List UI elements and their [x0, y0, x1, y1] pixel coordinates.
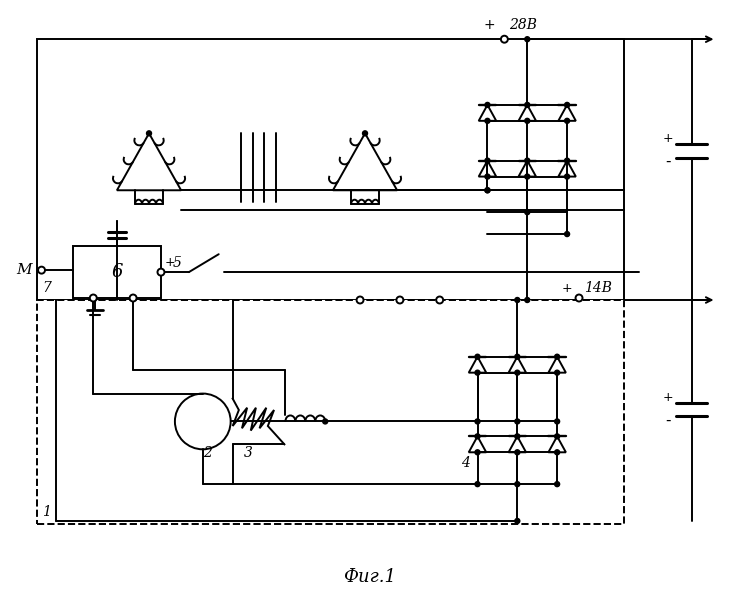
Circle shape [525, 174, 530, 179]
Circle shape [475, 354, 480, 359]
Circle shape [525, 37, 530, 42]
Circle shape [565, 118, 570, 124]
Circle shape [485, 158, 490, 163]
Circle shape [515, 298, 519, 302]
Circle shape [555, 482, 559, 487]
Circle shape [515, 450, 519, 455]
Circle shape [565, 232, 570, 236]
Circle shape [576, 295, 582, 301]
Circle shape [475, 434, 480, 439]
Circle shape [515, 482, 519, 487]
Text: 1: 1 [42, 505, 51, 519]
Text: -: - [665, 412, 670, 427]
Circle shape [525, 209, 530, 215]
Text: -: - [665, 154, 670, 169]
Circle shape [555, 450, 559, 455]
Circle shape [475, 482, 480, 487]
Circle shape [485, 188, 490, 193]
Text: Фиг.1: Фиг.1 [343, 568, 397, 586]
Circle shape [475, 370, 480, 375]
Circle shape [475, 419, 480, 424]
Circle shape [397, 296, 403, 304]
Circle shape [565, 158, 570, 163]
Circle shape [565, 174, 570, 179]
Circle shape [565, 103, 570, 107]
Circle shape [147, 131, 152, 136]
Circle shape [525, 158, 530, 163]
Circle shape [485, 118, 490, 124]
Circle shape [357, 296, 363, 304]
Circle shape [363, 131, 368, 136]
Text: +: + [562, 282, 573, 295]
Circle shape [515, 518, 519, 523]
Text: +: + [484, 18, 495, 32]
Text: +: + [165, 256, 175, 269]
Circle shape [555, 419, 559, 424]
Circle shape [38, 266, 45, 274]
Circle shape [515, 354, 519, 359]
Text: +: + [662, 132, 673, 145]
Bar [36, 39, 624, 300]
Text: 28В: 28В [509, 18, 537, 32]
Circle shape [515, 419, 519, 424]
Circle shape [501, 36, 508, 43]
Text: 5: 5 [173, 256, 182, 270]
Circle shape [436, 296, 443, 304]
Circle shape [90, 295, 97, 301]
Circle shape [555, 370, 559, 375]
Circle shape [525, 103, 530, 107]
Bar [36, 300, 624, 524]
Text: +: + [662, 391, 673, 404]
Circle shape [485, 103, 490, 107]
Circle shape [323, 419, 328, 424]
Circle shape [555, 354, 559, 359]
Text: 6: 6 [112, 263, 123, 281]
Circle shape [515, 434, 519, 439]
Circle shape [475, 450, 480, 455]
Circle shape [555, 434, 559, 439]
Text: М: М [16, 263, 31, 277]
Text: 3: 3 [244, 446, 253, 460]
Circle shape [515, 370, 519, 375]
Circle shape [525, 118, 530, 124]
Bar [73, 246, 161, 298]
Text: 4: 4 [461, 456, 470, 470]
Circle shape [158, 269, 164, 275]
Text: 2: 2 [204, 446, 212, 460]
Text: 7: 7 [42, 281, 51, 295]
Circle shape [525, 298, 530, 302]
Circle shape [130, 295, 137, 301]
Circle shape [485, 174, 490, 179]
Text: 14В: 14В [584, 281, 612, 295]
Circle shape [485, 188, 490, 193]
